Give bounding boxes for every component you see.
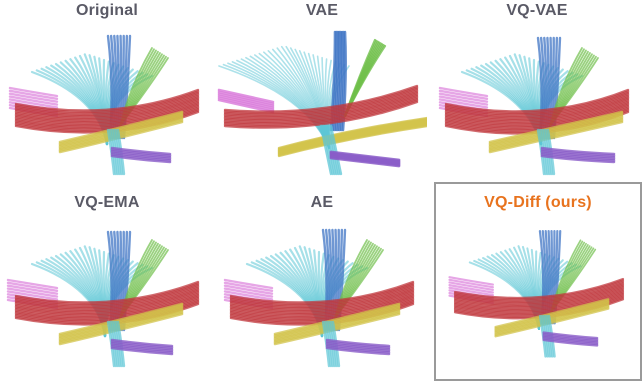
panel-vq-diff-highlighted: VQ-Diff (ours): [434, 182, 642, 381]
panel-ae: AE: [217, 192, 427, 377]
purple-bundle: [329, 150, 401, 168]
red-bundle: [14, 280, 200, 326]
pink-bundle: [438, 86, 489, 118]
blue-bundle: [106, 230, 132, 332]
pink-bundle: [217, 88, 275, 114]
panel-title: VAE: [305, 2, 339, 19]
tractography-image: [448, 229, 625, 358]
purple-bundle: [325, 338, 391, 356]
tractography-image: [8, 34, 200, 176]
panel-vq-vae: VQ-VAE: [432, 0, 642, 185]
panel-vae: VAE: [217, 0, 427, 185]
panel-original: Original: [2, 0, 212, 185]
purple-bundle: [542, 331, 599, 347]
red-bundle: [223, 84, 419, 129]
purple-bundle: [110, 146, 172, 164]
panel-title: AE: [310, 194, 334, 211]
purple-bundle: [110, 338, 174, 356]
panel-title: VQ-Diff (ours): [484, 194, 592, 211]
yellow-bundle: [277, 116, 427, 158]
tractography-image: [438, 36, 630, 176]
tractography-image: [217, 30, 427, 176]
tractography-image: [6, 230, 200, 368]
cyan-stem: [319, 124, 343, 176]
tractography-image: [223, 228, 415, 368]
purple-bundle: [540, 146, 616, 164]
panel-title: VQ-VAE: [506, 2, 568, 19]
panel-vq-ema: VQ-EMA: [2, 192, 212, 377]
panel-title: Original: [75, 2, 139, 19]
panel-title: VQ-EMA: [74, 194, 140, 211]
